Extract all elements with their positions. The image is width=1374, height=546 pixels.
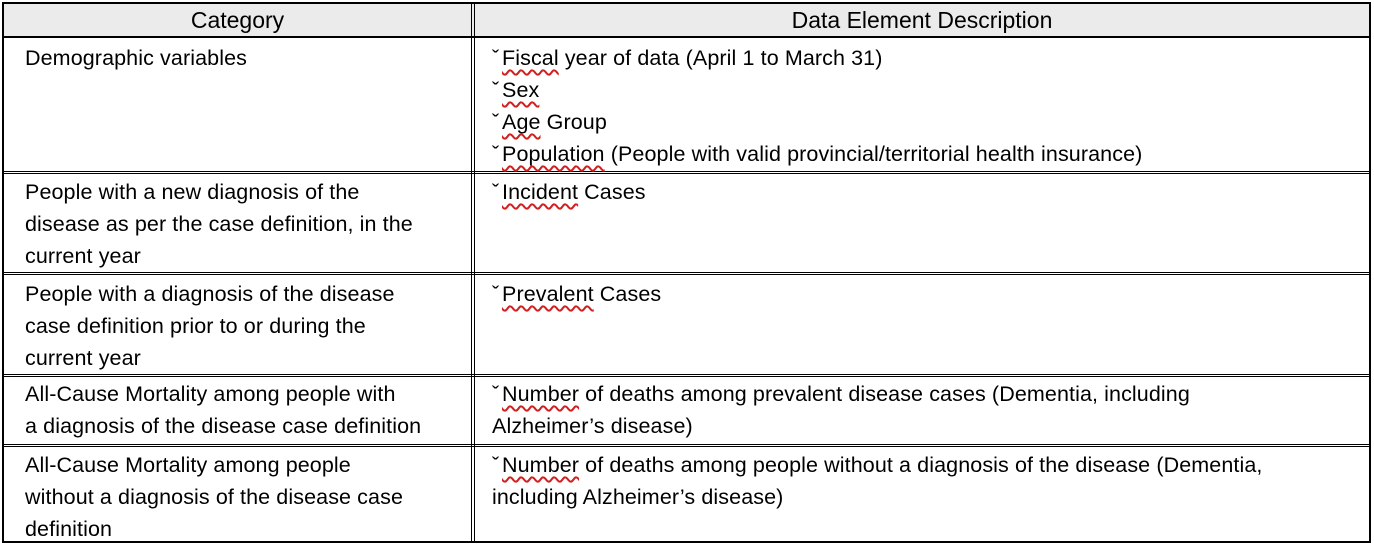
category-line: definition [25, 517, 113, 541]
category-line: All-Cause Mortality among people [25, 453, 351, 477]
bullet-icon: ˇ [492, 282, 500, 306]
list-item: ˇ Number of deaths among prevalent diseas… [492, 378, 1362, 410]
list-item: ˇ Fiscal year of data (April 1 to March 3… [492, 42, 1362, 74]
item-term: Number [502, 382, 580, 406]
item-text: (People with valid provincial/territoria… [604, 142, 1143, 166]
bullet-icon: ˇ [492, 142, 500, 166]
row-divider [4, 374, 1369, 377]
table-row-5-description: ˇ Number of deaths among people without a… [492, 449, 1362, 513]
item-text: Cases [578, 180, 646, 204]
table-row-4-description: ˇ Number of deaths among prevalent diseas… [492, 378, 1362, 442]
item-term: Sex [502, 78, 540, 102]
list-item: ˇ Age Group [492, 106, 1362, 138]
item-text: of deaths among people without a diagnos… [579, 453, 1263, 477]
table-header-row: Category Data Element Description [4, 4, 1369, 38]
bullet-icon: ˇ [492, 110, 500, 134]
bullet-icon: ˇ [492, 453, 500, 477]
category-line: Demographic variables [25, 46, 247, 70]
row-divider [4, 272, 1369, 275]
bullet-icon: ˇ [492, 180, 500, 204]
list-item: ˇ Number of deaths among people without a… [492, 449, 1362, 481]
table-row-2-description: ˇ Incident Cases [492, 176, 1362, 208]
category-line: disease as per the case definition, in t… [25, 212, 413, 236]
item-text: including Alzheimer’s disease) [492, 485, 784, 509]
item-text: Alzheimer’s disease) [492, 414, 693, 438]
list-item-continuation: Alzheimer’s disease) [492, 410, 1362, 442]
table-row-2-category: People with a new diagnosis of the disea… [25, 176, 465, 272]
category-line: People with a new diagnosis of the [25, 180, 360, 204]
item-term: Incident [502, 180, 579, 204]
list-item: ˇ Population (People with valid provincia… [492, 138, 1362, 170]
list-item-continuation: including Alzheimer’s disease) [492, 481, 1362, 513]
item-text: Cases [593, 282, 662, 306]
table-row-3-description: ˇ Prevalent Cases [492, 278, 1362, 310]
item-term: Number [502, 453, 580, 477]
item-term: Prevalent [502, 282, 594, 306]
item-term: Population [502, 142, 605, 166]
bullet-icon: ˇ [492, 46, 500, 70]
header-data-element-description: Data Element Description [791, 7, 1053, 33]
bullet-icon: ˇ [492, 382, 500, 406]
item-term: Age [502, 110, 541, 134]
category-line: a diagnosis of the disease case definiti… [25, 414, 422, 438]
list-item: ˇ Sex [492, 74, 1362, 106]
category-line: All-Cause Mortality among people with [25, 382, 396, 406]
table-row-3-category: People with a diagnosis of the disease c… [25, 278, 465, 374]
row-divider [4, 171, 1369, 174]
item-text: year of data (April 1 to March 31) [558, 46, 883, 70]
header-category: Category [190, 7, 285, 33]
item-term: Fiscal [502, 46, 559, 70]
category-line: current year [25, 346, 141, 370]
category-line: People with a diagnosis of the disease [25, 282, 395, 306]
table-row-1-description: ˇ Fiscal year of data (April 1 to March 3… [492, 42, 1362, 170]
category-line: current year [25, 244, 141, 268]
item-text: of deaths among prevalent disease cases … [579, 382, 1190, 406]
table-row-1-category: Demographic variables [25, 42, 465, 74]
list-item: ˇ Prevalent Cases [492, 278, 1362, 310]
item-text: Group [540, 110, 607, 134]
list-item: ˇ Incident Cases [492, 176, 1362, 208]
bullet-icon: ˇ [492, 78, 500, 102]
table-row-4-category: All-Cause Mortality among people with a … [25, 378, 465, 442]
table-row-5-category: All-Cause Mortality among people without… [25, 449, 465, 545]
row-divider [4, 444, 1369, 447]
category-line: without a diagnosis of the disease case [25, 485, 403, 509]
category-line: case definition prior to or during the [25, 314, 366, 338]
